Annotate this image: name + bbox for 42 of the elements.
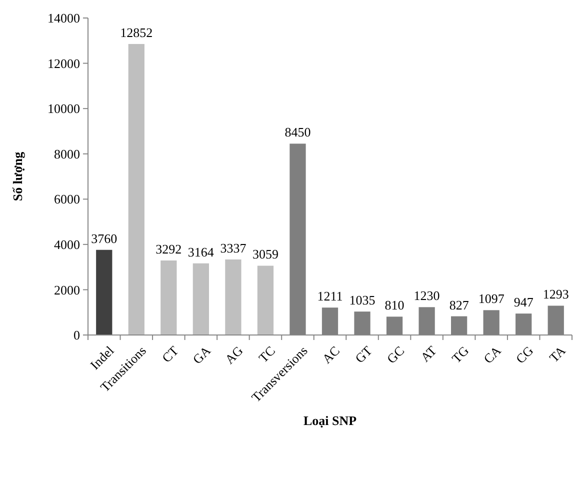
- data-label: 3059: [252, 246, 278, 262]
- data-label: 3337: [220, 240, 247, 256]
- x-tick-label: AC: [319, 342, 343, 366]
- x-tick-label: GT: [352, 342, 375, 366]
- x-tick-label: CA: [480, 342, 504, 366]
- data-label: 3760: [91, 230, 118, 246]
- y-tick-label: 8000: [54, 146, 80, 162]
- x-tick-label: GA: [190, 342, 214, 367]
- y-tick-label: 2000: [54, 282, 80, 298]
- data-label: 1035: [349, 292, 376, 308]
- bar: [160, 260, 177, 335]
- data-label: 1211: [317, 288, 343, 304]
- y-tick-label: 4000: [54, 236, 80, 252]
- data-label: 3164: [188, 244, 214, 260]
- x-axis-title: Loại SNP: [303, 413, 357, 428]
- x-tick-label: CG: [512, 342, 536, 366]
- x-tick-label: CT: [158, 342, 182, 366]
- data-label: 1097: [478, 291, 505, 306]
- x-tick-label: TA: [546, 342, 569, 366]
- data-label: 947: [514, 294, 534, 310]
- y-tick-label: 6000: [54, 192, 80, 207]
- bar: [128, 44, 144, 335]
- data-label: 3292: [156, 241, 182, 256]
- data-label: 1293: [542, 286, 569, 302]
- y-tick-label: 14000: [48, 10, 80, 26]
- y-tick-label: 12000: [48, 56, 80, 71]
- y-axis-title: Số lượng: [10, 151, 25, 202]
- data-label: 1230: [414, 288, 440, 304]
- bar: [96, 250, 112, 335]
- data-label: 8450: [284, 124, 311, 140]
- x-tick-label: TG: [448, 342, 472, 366]
- data-label: 827: [449, 297, 470, 312]
- bar: [257, 266, 274, 335]
- data-label: 810: [384, 298, 404, 313]
- x-tick-label: GC: [384, 342, 408, 366]
- y-tick-label: 0: [74, 328, 80, 343]
- bar: [225, 259, 242, 335]
- bar: [192, 263, 209, 335]
- data-label: 12852: [120, 24, 153, 40]
- x-tick-label: AT: [418, 342, 440, 365]
- y-tick-label: 10000: [48, 101, 80, 116]
- x-tick-label: AG: [222, 342, 246, 367]
